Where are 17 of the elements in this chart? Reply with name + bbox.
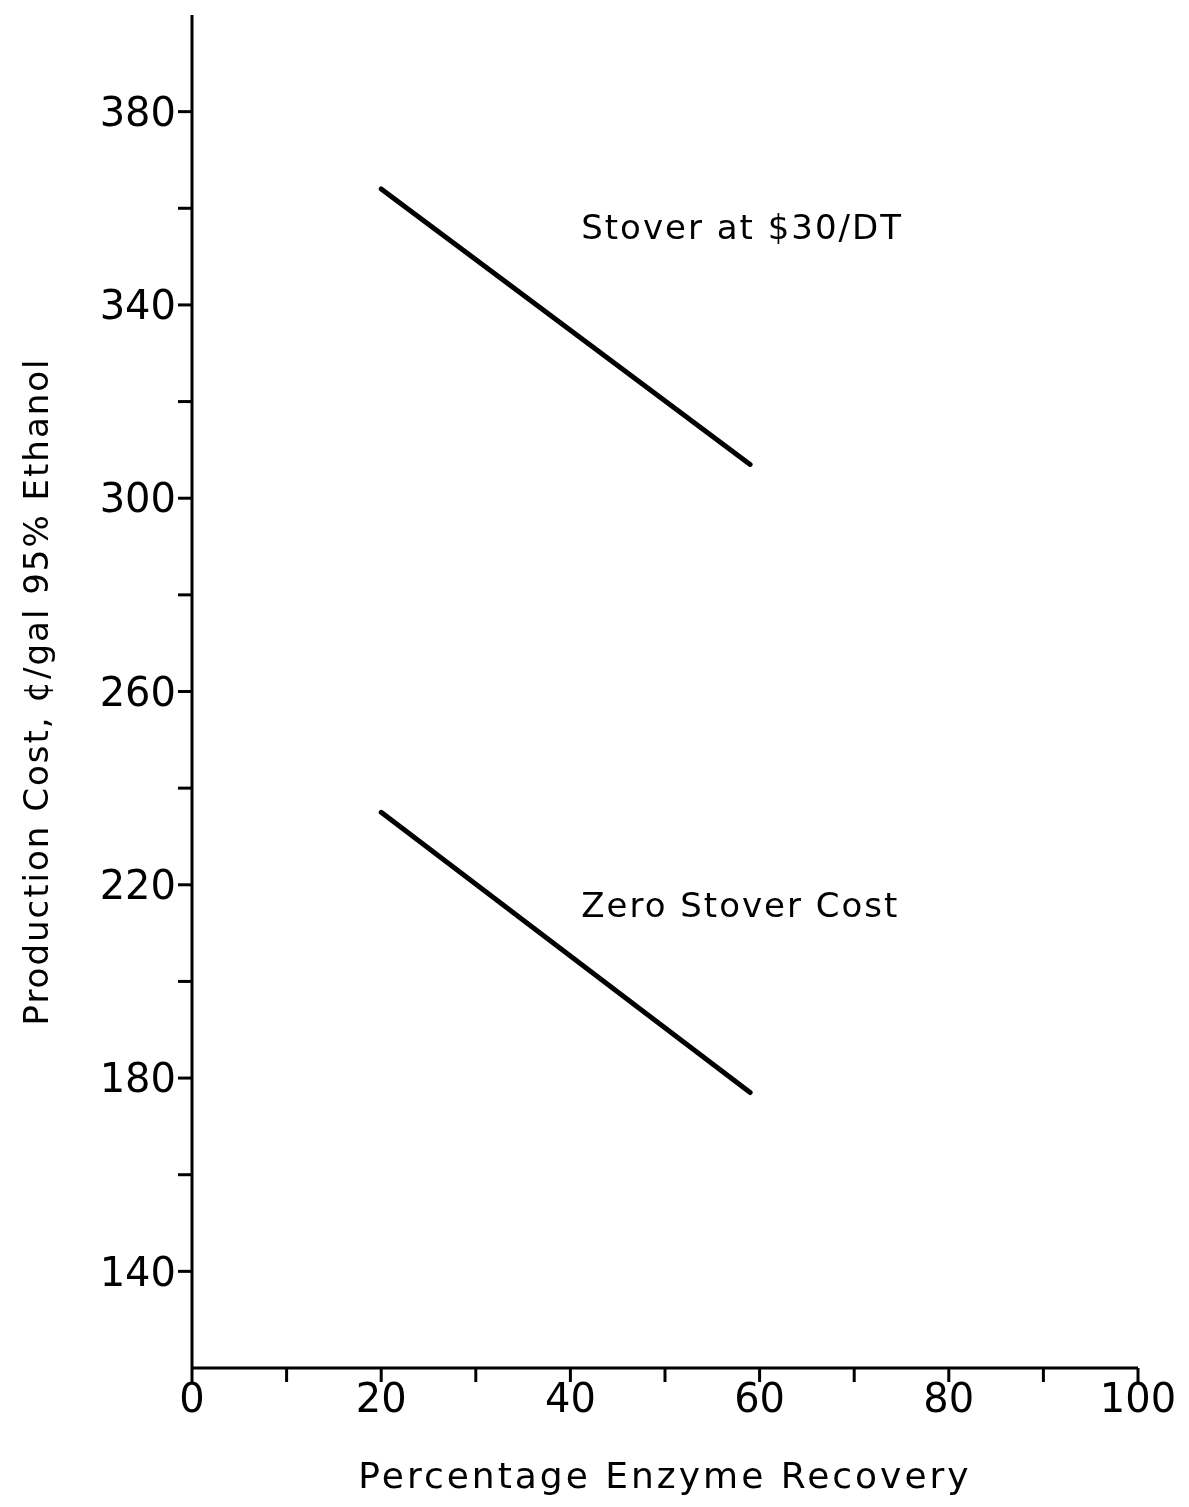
y-tick-label: 180 [99, 1055, 176, 1102]
x-axis-title: Percentage Enzyme Recovery [358, 1455, 972, 1496]
y-tick-label: 140 [99, 1248, 176, 1295]
y-tick-label: 260 [99, 668, 176, 715]
y-tick-label: 300 [99, 475, 176, 522]
series-label: Zero Stover Cost [581, 885, 900, 926]
y-tick-label: 220 [99, 861, 176, 908]
x-tick-label: 80 [923, 1375, 975, 1422]
x-tick-label: 60 [734, 1375, 786, 1422]
x-tick-label: 40 [544, 1375, 596, 1422]
x-tick-label: 0 [179, 1375, 205, 1422]
y-axis-title: Production Cost, ¢/gal 95% Ethanol [16, 357, 57, 1026]
x-tick-label: 20 [355, 1375, 407, 1422]
text: Stover at $30/DT [581, 206, 904, 247]
y-tick-label: 340 [99, 282, 176, 329]
x-tick-label: 100 [1099, 1375, 1177, 1422]
y-tick-label: 380 [99, 88, 176, 135]
